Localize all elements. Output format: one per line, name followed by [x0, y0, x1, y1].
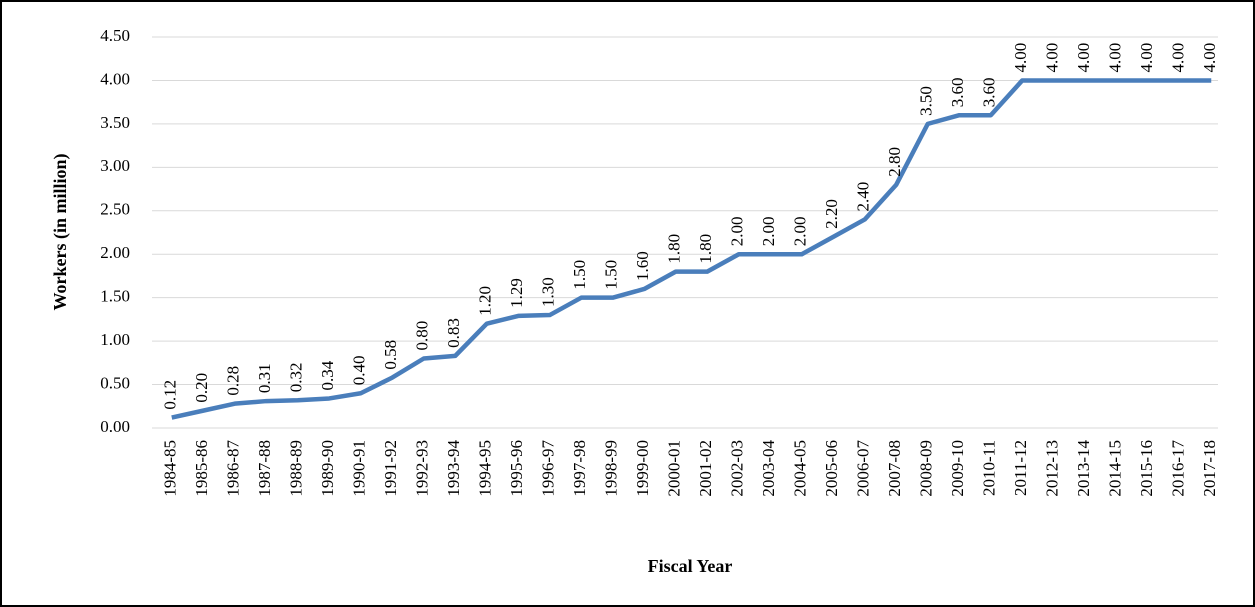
- data-label: 4.00: [1106, 43, 1125, 73]
- x-tick-label: 1988-89: [287, 440, 306, 497]
- x-tick-label: 1991-92: [381, 440, 400, 497]
- data-label: 3.60: [948, 77, 967, 107]
- x-tick-label: 2002-03: [728, 440, 747, 497]
- y-tick-label: 2.50: [100, 200, 130, 219]
- x-tick-label: 2008-09: [917, 440, 936, 497]
- x-tick-label: 1995-96: [507, 440, 526, 497]
- data-label: 2.00: [791, 216, 810, 246]
- data-label: 0.12: [161, 380, 180, 410]
- data-label: 4.00: [1074, 43, 1093, 73]
- x-tick-label: 2010-11: [980, 440, 999, 496]
- x-tick-label: 2007-08: [885, 440, 904, 497]
- data-label: 0.28: [224, 366, 243, 396]
- y-tick-label: 1.00: [100, 330, 130, 349]
- x-tick-label: 2016-17: [1169, 440, 1188, 497]
- x-tick-label: 2003-04: [759, 440, 778, 497]
- data-label: 2.20: [822, 199, 841, 229]
- x-tick-label: 1992-93: [413, 440, 432, 497]
- x-tick-label: 1996-97: [539, 440, 558, 497]
- x-tick-label: 1993-94: [444, 440, 463, 497]
- data-label: 4.00: [1137, 43, 1156, 73]
- x-tick-label: 2014-15: [1106, 440, 1125, 497]
- data-label: 0.34: [318, 360, 337, 390]
- data-label: 0.31: [255, 363, 274, 393]
- data-label: 4.00: [1011, 43, 1030, 73]
- y-tick-label: 4.50: [100, 26, 130, 45]
- x-tick-label: 2015-16: [1137, 440, 1156, 497]
- x-tick-label: 1989-90: [318, 440, 337, 497]
- data-label: 4.00: [1043, 43, 1062, 73]
- data-label: 3.60: [980, 77, 999, 107]
- data-line: [171, 78, 1212, 420]
- data-label: 0.20: [192, 373, 211, 403]
- y-axis-label: Workers (in million): [50, 153, 71, 310]
- x-tick-label: 2005-06: [822, 440, 841, 497]
- data-label: 1.50: [570, 260, 589, 290]
- x-axis-label: Fiscal Year: [648, 556, 733, 576]
- x-tick-label: 2009-10: [948, 440, 967, 497]
- x-tick-label: 1998-99: [602, 440, 621, 497]
- data-label: 4.00: [1169, 43, 1188, 73]
- data-label: 2.00: [728, 216, 747, 246]
- x-tick-label: 2012-13: [1043, 440, 1062, 497]
- data-label: 1.80: [696, 234, 715, 264]
- x-tick-label: 2013-14: [1074, 440, 1093, 497]
- y-tick-label: 1.50: [100, 287, 130, 306]
- data-label: 0.83: [444, 318, 463, 348]
- data-label: 2.80: [885, 147, 904, 177]
- x-tick-label: 1984-85: [161, 440, 180, 497]
- y-tick-label: 0.50: [100, 373, 130, 392]
- x-tick-label: 2011-12: [1011, 440, 1030, 496]
- y-tick-label: 0.00: [100, 417, 130, 436]
- x-tick-label: 1997-98: [570, 440, 589, 497]
- data-label: 0.40: [350, 355, 369, 385]
- data-label: 4.00: [1200, 43, 1219, 73]
- data-label: 1.50: [602, 260, 621, 290]
- data-label: 1.20: [476, 286, 495, 316]
- x-tick-label: 1990-91: [350, 440, 369, 497]
- x-tick-label: 1999-00: [633, 440, 652, 497]
- data-label: 1.80: [665, 234, 684, 264]
- x-tick-label: 2006-07: [854, 440, 873, 497]
- x-tick-label: 2017-18: [1200, 440, 1219, 497]
- data-label: 1.60: [633, 251, 652, 281]
- x-tick-label: 2000-01: [665, 440, 684, 497]
- data-label: 0.58: [381, 340, 400, 370]
- x-tick-label: 1985-86: [192, 440, 211, 497]
- x-tick-label: 1986-87: [224, 440, 243, 497]
- y-tick-label: 3.00: [100, 156, 130, 175]
- x-tick-label: 1987-88: [255, 440, 274, 497]
- data-label: 3.50: [917, 86, 936, 116]
- data-label: 0.80: [413, 321, 432, 351]
- data-label: 1.30: [539, 277, 558, 307]
- y-tick-label: 2.00: [100, 243, 130, 262]
- data-label: 2.00: [759, 216, 778, 246]
- y-tick-label: 3.50: [100, 113, 130, 132]
- y-tick-label: 4.00: [100, 69, 130, 88]
- data-label: 1.29: [507, 278, 526, 308]
- x-tick-label: 2001-02: [696, 440, 715, 497]
- x-tick-label: 1994-95: [476, 440, 495, 497]
- data-label: 0.32: [287, 362, 306, 392]
- data-label: 2.40: [854, 182, 873, 212]
- x-tick-label: 2004-05: [791, 440, 810, 497]
